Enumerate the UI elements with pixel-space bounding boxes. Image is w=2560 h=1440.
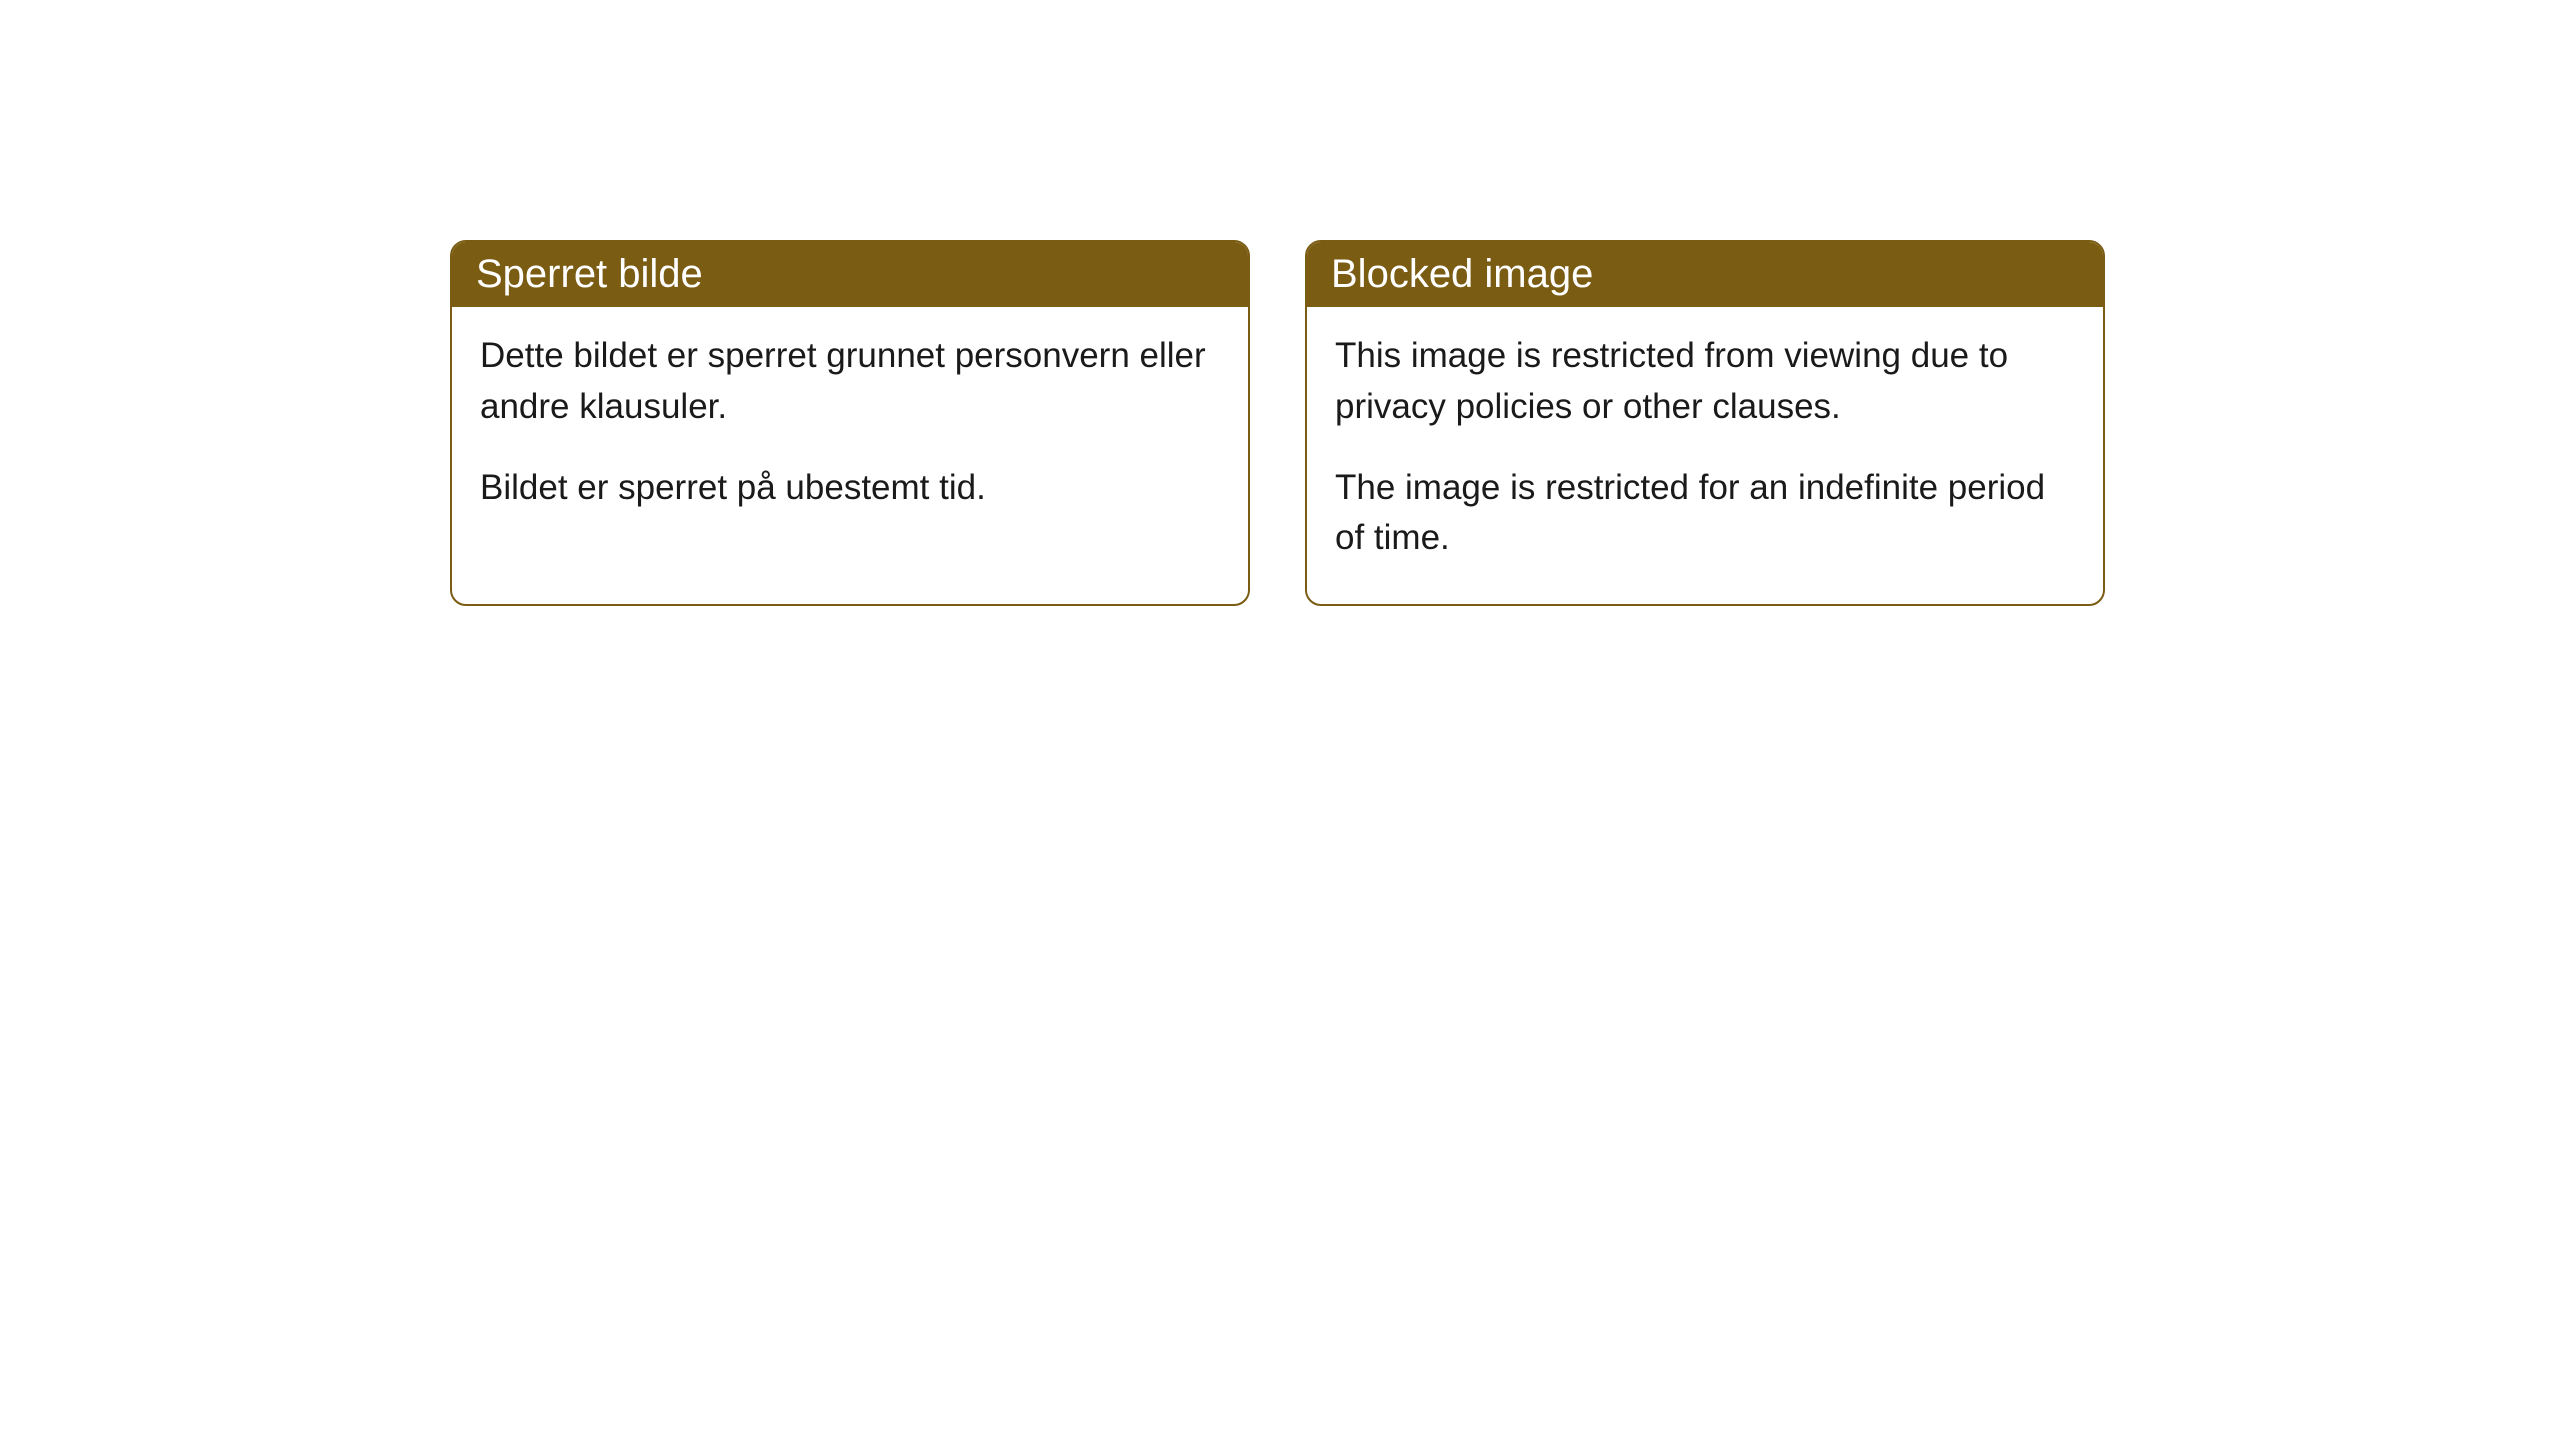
notice-para2-english: The image is restricted for an indefinit… [1335, 463, 2075, 565]
notice-para1-english: This image is restricted from viewing du… [1335, 331, 2075, 433]
notice-header-english: Blocked image [1307, 242, 2103, 307]
notice-body-english: This image is restricted from viewing du… [1307, 307, 2103, 604]
notice-para1-norwegian: Dette bildet er sperret grunnet personve… [480, 331, 1220, 433]
notice-title-english: Blocked image [1331, 252, 1593, 296]
notice-para2-norwegian: Bildet er sperret på ubestemt tid. [480, 463, 1220, 514]
notice-cards-container: Sperret bilde Dette bildet er sperret gr… [450, 240, 2560, 606]
notice-header-norwegian: Sperret bilde [452, 242, 1248, 307]
notice-card-english: Blocked image This image is restricted f… [1305, 240, 2105, 606]
notice-title-norwegian: Sperret bilde [476, 252, 703, 296]
notice-body-norwegian: Dette bildet er sperret grunnet personve… [452, 307, 1248, 553]
notice-card-norwegian: Sperret bilde Dette bildet er sperret gr… [450, 240, 1250, 606]
